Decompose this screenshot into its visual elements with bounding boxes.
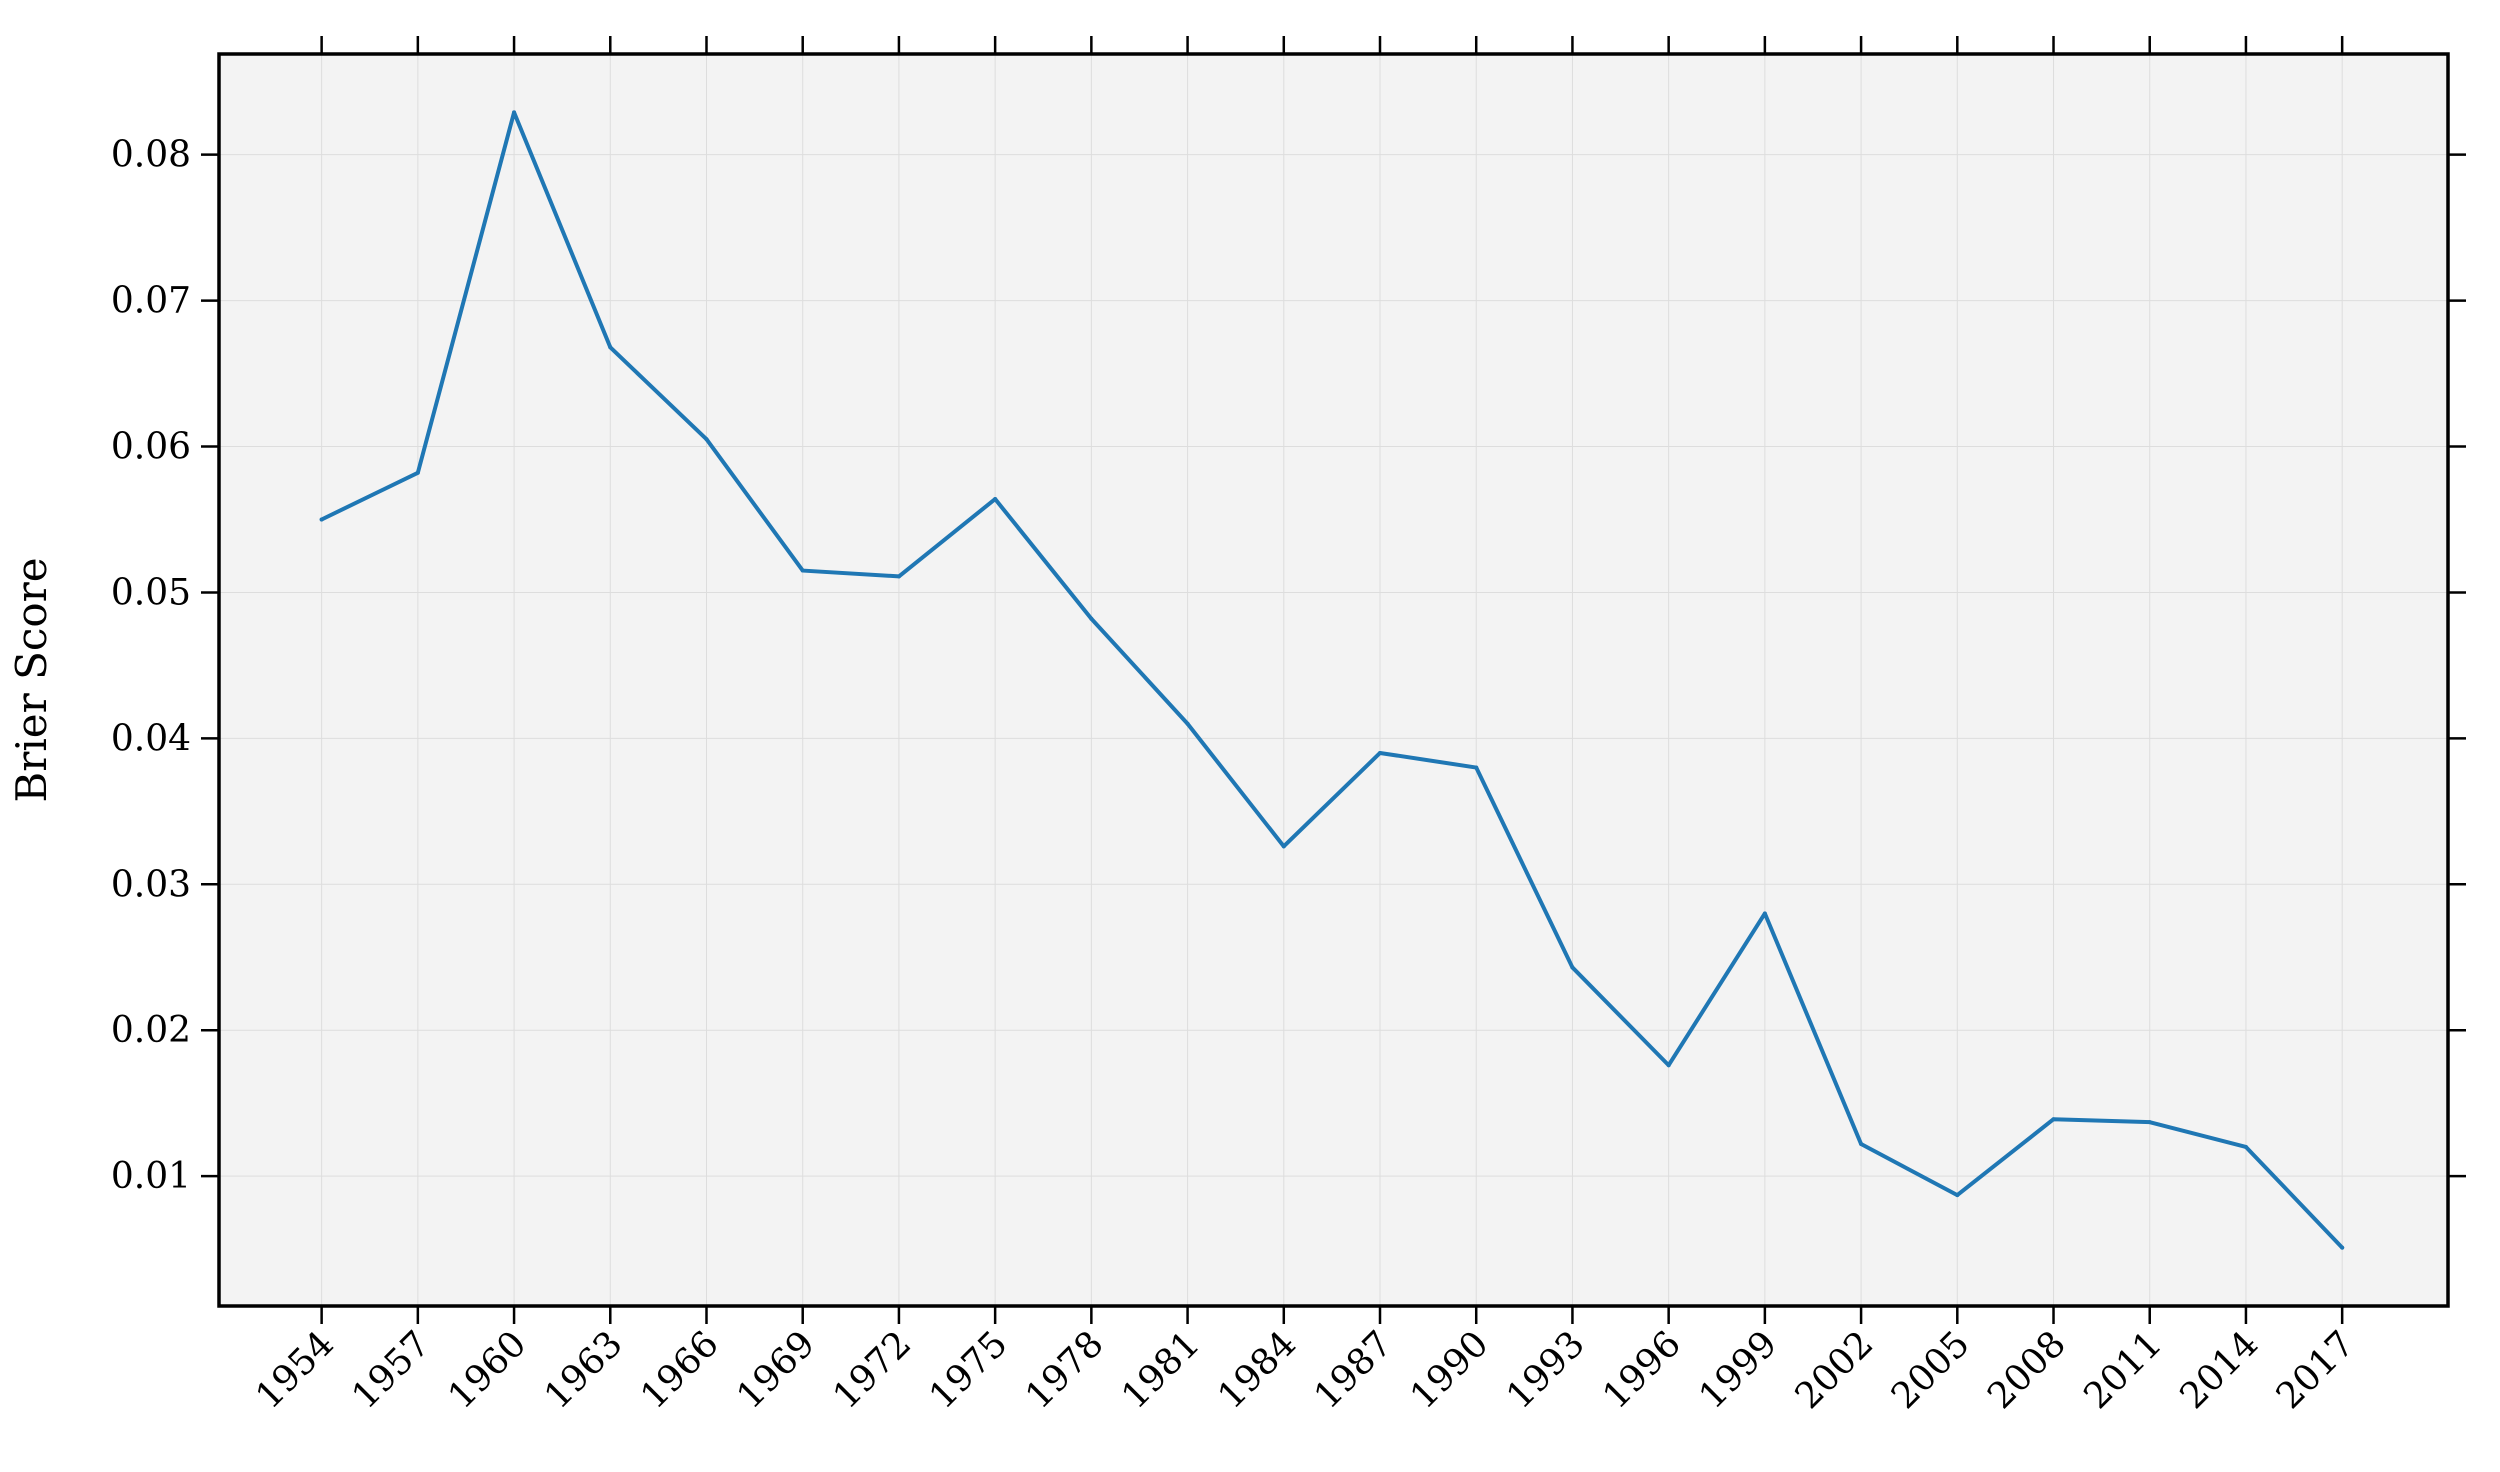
data-point — [1762, 911, 1767, 916]
x-tick-label: 1969 — [729, 1323, 823, 1417]
data-point — [319, 517, 324, 522]
data-point — [2051, 1117, 2056, 1122]
data-point — [1955, 1193, 1960, 1198]
x-tick-label: 2002 — [1788, 1323, 1882, 1417]
data-point — [2243, 1144, 2248, 1149]
x-tick-label: 2008 — [1980, 1323, 2074, 1417]
x-tick-label: 2014 — [2173, 1323, 2267, 1417]
series-group — [319, 110, 2345, 1250]
y-tick-label: 0.06 — [111, 427, 191, 468]
x-tick-label: 1960 — [441, 1323, 535, 1417]
data-point — [1281, 844, 1286, 849]
series-line — [319, 110, 2345, 1250]
data-point — [415, 470, 420, 475]
x-tick-label: 1966 — [633, 1323, 727, 1417]
x-tick-label: 1954 — [248, 1323, 342, 1417]
x-tick-label: 1984 — [1210, 1323, 1304, 1417]
y-tick-label: 0.08 — [111, 135, 191, 176]
x-tick-label: 2005 — [1884, 1323, 1978, 1417]
data-point — [704, 437, 709, 442]
data-point — [1570, 965, 1575, 970]
data-point — [800, 568, 805, 573]
x-tick-label: 1990 — [1403, 1323, 1497, 1417]
y-axis-label: Brier Score — [7, 557, 56, 802]
y-tick-label: 0.07 — [111, 281, 191, 322]
y-tick-label: 0.05 — [111, 572, 191, 613]
x-tick-label: 1987 — [1307, 1323, 1401, 1417]
y-tick-labels: 0.01 0.02 0.03 0.04 0.05 0.06 0.07 0.08 — [111, 135, 191, 1197]
plot-background — [219, 54, 2448, 1306]
data-point — [1666, 1063, 1671, 1068]
data-point — [1859, 1142, 1864, 1147]
data-point — [993, 497, 998, 502]
x-tick-label: 1981 — [1114, 1323, 1208, 1417]
data-point — [896, 574, 901, 579]
x-tick-label: 2011 — [2076, 1323, 2170, 1417]
x-tick-label: 1972 — [826, 1323, 920, 1417]
x-tick-labels: 1954 1957 1960 1963 1966 1969 1972 1975 1978 1981… — [248, 1323, 2362, 1417]
x-tick-label: 1963 — [537, 1323, 631, 1417]
data-point — [512, 110, 517, 115]
y-tick-label: 0.02 — [111, 1010, 191, 1051]
plot-border — [217, 52, 2450, 1308]
grid-lines — [219, 54, 2448, 1306]
x-tick-label: 1975 — [922, 1323, 1016, 1417]
y-tick-label: 0.03 — [111, 864, 191, 905]
axis-ticks — [201, 36, 2466, 1324]
plot-frame — [217, 52, 2450, 1308]
y-tick-label: 0.01 — [111, 1156, 191, 1197]
x-tick-label: 1996 — [1595, 1323, 1689, 1417]
data-point — [1185, 721, 1190, 726]
data-point — [2147, 1120, 2152, 1125]
x-tick-label: 1993 — [1499, 1323, 1593, 1417]
data-point — [1474, 765, 1479, 770]
data-point — [608, 345, 613, 350]
x-tick-label: 1957 — [344, 1323, 438, 1417]
x-tick-label: 1999 — [1691, 1323, 1785, 1417]
y-tick-label: 0.04 — [111, 718, 191, 759]
x-tick-label: 1978 — [1018, 1323, 1112, 1417]
x-tick-label: 2017 — [2269, 1323, 2363, 1417]
data-point — [1378, 750, 1383, 755]
data-point — [2340, 1245, 2345, 1250]
data-point — [1089, 616, 1094, 621]
